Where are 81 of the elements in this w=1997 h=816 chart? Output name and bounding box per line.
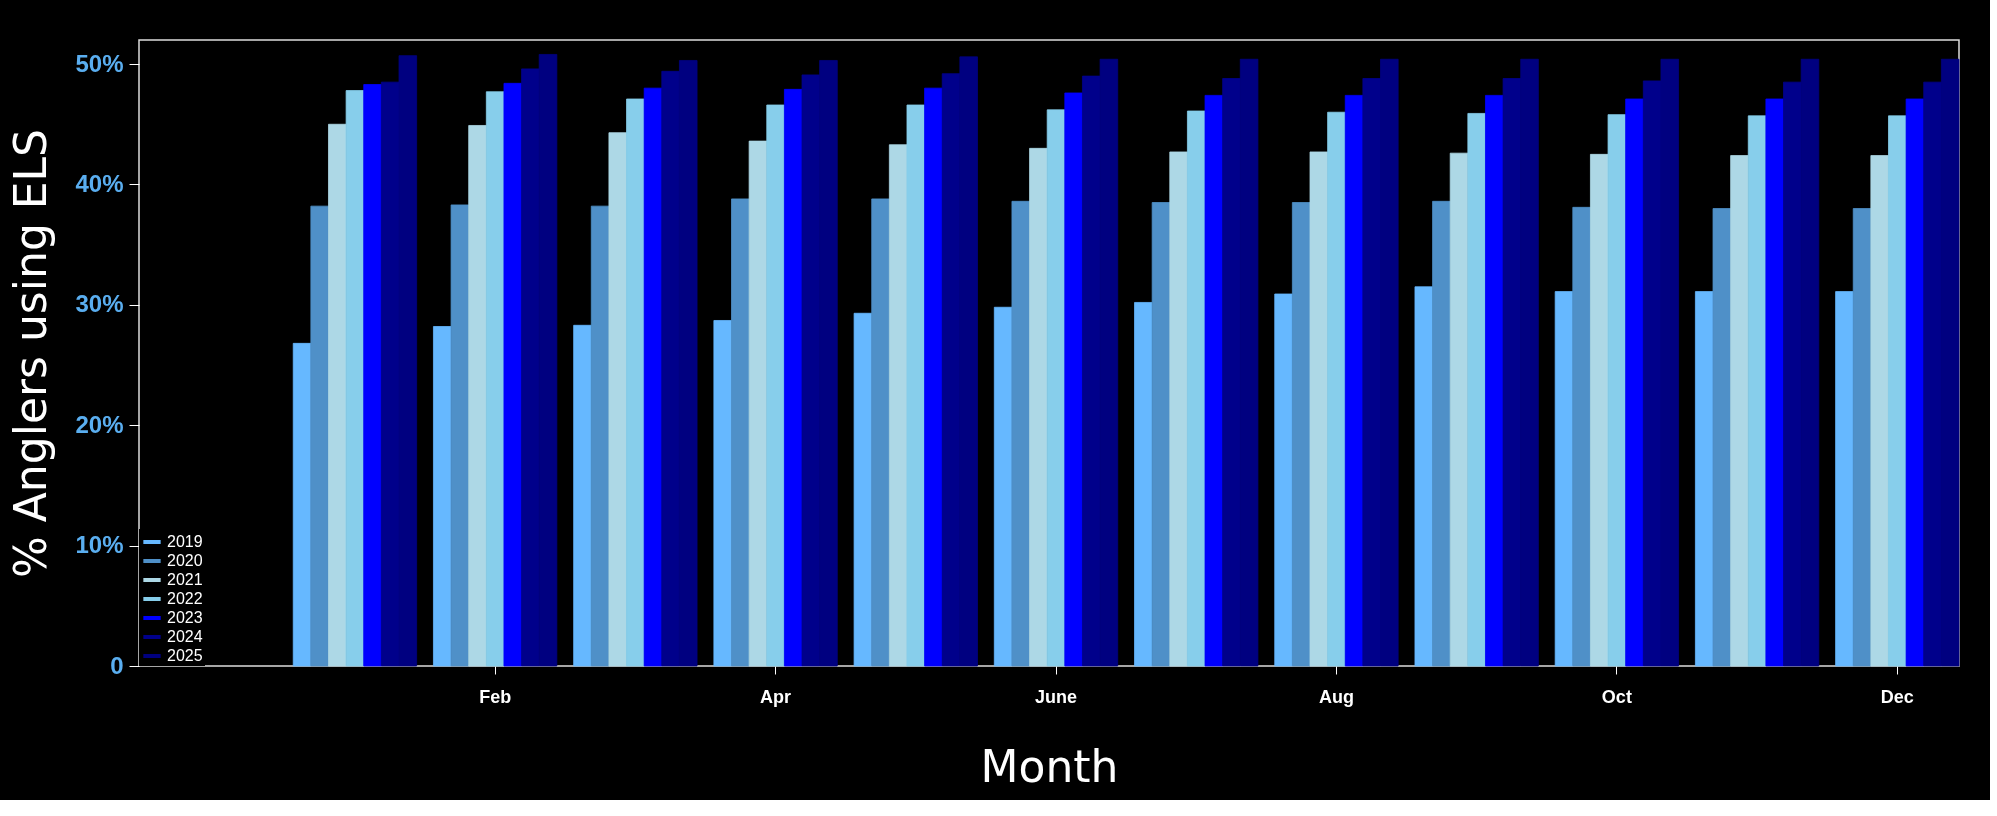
x-tick-label: Dec [1880, 686, 1914, 707]
bar [450, 204, 470, 667]
bar [1169, 151, 1188, 667]
bar [783, 88, 803, 667]
bar [1134, 302, 1153, 667]
bar [345, 90, 365, 667]
legend-label: 2021 [167, 571, 203, 588]
legend-label: 2019 [167, 533, 203, 550]
bar [1852, 208, 1872, 667]
bar [1730, 155, 1749, 667]
x-tick-label: Oct [1601, 686, 1632, 707]
y-tick-label: 0 [110, 651, 124, 679]
bar [1029, 147, 1048, 667]
bar [1064, 92, 1083, 667]
y-tick-label: 40% [75, 169, 124, 197]
bar [1046, 109, 1066, 667]
bar [1888, 115, 1907, 667]
legend-label: 2024 [167, 628, 203, 645]
bar [573, 324, 592, 667]
bar [1625, 98, 1644, 667]
legend-label: 2023 [167, 609, 203, 626]
bar [888, 144, 908, 667]
bar [1765, 98, 1784, 667]
bar [871, 198, 890, 667]
bar [993, 306, 1013, 667]
bar [1291, 202, 1311, 667]
bar [468, 125, 487, 667]
bar [713, 320, 732, 667]
bar [1712, 208, 1732, 667]
bar [1554, 291, 1574, 667]
bar [1274, 293, 1293, 667]
bar [363, 84, 382, 667]
x-tick-label: Aug [1318, 686, 1354, 707]
bar [292, 342, 312, 667]
legend-label: 2020 [167, 552, 203, 569]
bar [433, 326, 452, 667]
bar [1747, 115, 1767, 667]
bar [1414, 286, 1433, 667]
bar [1870, 155, 1889, 667]
bar [1204, 94, 1224, 667]
legend-label: 2025 [167, 647, 203, 664]
x-tick-label: Apr [760, 686, 792, 707]
bar [310, 205, 329, 667]
y-tick-label: 50% [75, 49, 124, 77]
bar [748, 140, 768, 667]
y-axis-title: % Anglers using ELS [5, 128, 57, 579]
bar [766, 104, 785, 667]
bar [503, 82, 522, 667]
x-axis-title: Month [980, 740, 1119, 792]
bar [853, 312, 873, 667]
bar [1572, 206, 1591, 667]
bar [924, 87, 943, 667]
bar [1187, 110, 1206, 667]
bar [643, 87, 663, 667]
bar [1607, 114, 1627, 667]
legend-label: 2022 [167, 590, 203, 607]
bar [1151, 202, 1171, 667]
bar [626, 98, 645, 667]
bar [1344, 94, 1364, 667]
bar [1590, 153, 1609, 667]
bar [1432, 200, 1451, 667]
bar [1694, 291, 1714, 667]
bar [1309, 151, 1329, 667]
bar [328, 123, 347, 667]
y-tick-label: 20% [75, 410, 124, 438]
bar [1011, 200, 1030, 667]
bar [1467, 113, 1486, 667]
bar [590, 205, 610, 667]
bar [731, 198, 750, 667]
bar [1905, 98, 1925, 667]
bar [608, 132, 627, 667]
bar [485, 91, 505, 667]
bar [1835, 291, 1854, 667]
bar [1449, 152, 1469, 667]
x-tick-label: June [1035, 686, 1078, 707]
y-tick-label: 30% [75, 290, 124, 318]
bar [906, 104, 926, 667]
bar [1485, 94, 1504, 667]
bar [1327, 111, 1346, 667]
x-tick-label: Feb [479, 686, 512, 707]
y-tick-label: 10% [75, 531, 124, 559]
